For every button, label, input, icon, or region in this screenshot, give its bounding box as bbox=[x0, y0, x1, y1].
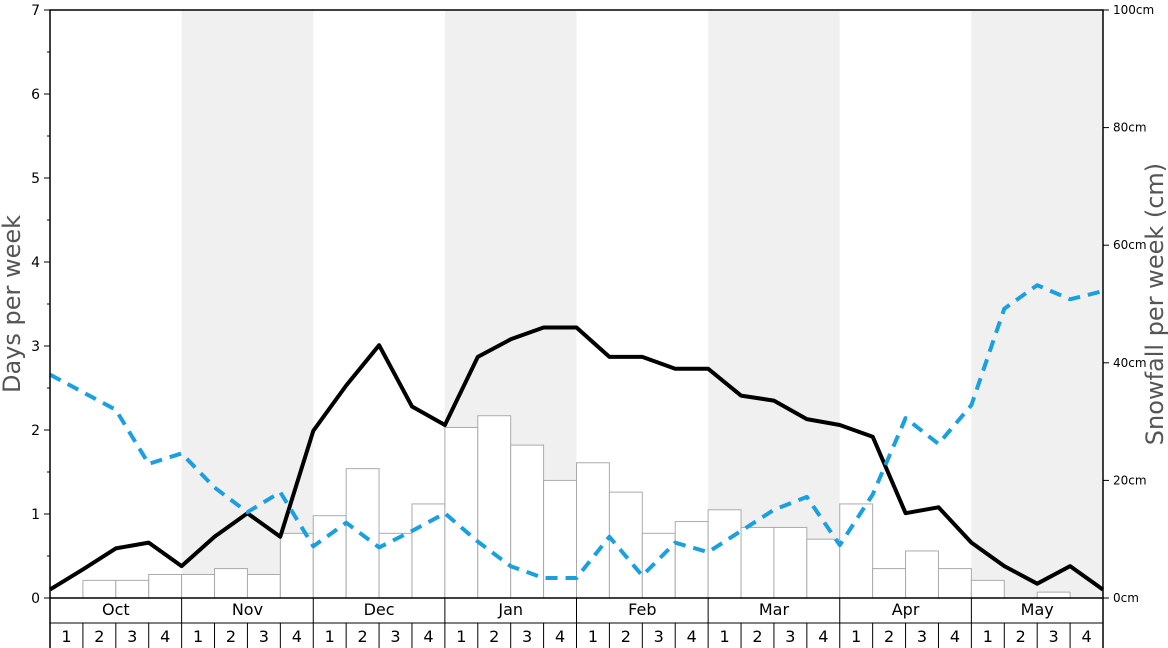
week-label: 1 bbox=[851, 627, 861, 646]
left-tick-label: 0 bbox=[31, 591, 40, 607]
month-shading bbox=[181, 10, 1103, 598]
left-axis-label: Days per week bbox=[0, 215, 26, 393]
snow-day-bar bbox=[740, 526, 775, 599]
week-row: 1 2 3 4 1 2 3 4 1 2 3 4 1 2 3 4 1 2 3 4 1 2 3 4 1 2 3 4 1 2 3 4 bbox=[49, 623, 1104, 648]
week-label: 4 bbox=[423, 627, 433, 646]
week-label: 2 bbox=[621, 627, 631, 646]
month-label: Oct bbox=[102, 600, 130, 619]
snow-day-bar bbox=[246, 573, 281, 599]
month-row: Oct Nov Dec Jan Feb Mar Apr May bbox=[49, 598, 1104, 624]
week-label: 2 bbox=[94, 627, 104, 646]
week-label: 3 bbox=[390, 627, 400, 646]
week-label: 1 bbox=[456, 627, 466, 646]
snow-day-bar bbox=[970, 579, 1005, 599]
snow-day-bar bbox=[937, 568, 972, 599]
month-label: May bbox=[1021, 600, 1054, 619]
week-label: 3 bbox=[917, 627, 927, 646]
snow-day-bar bbox=[543, 479, 577, 599]
week-label: 2 bbox=[226, 627, 236, 646]
week-label: 3 bbox=[785, 627, 795, 646]
week-label: 2 bbox=[1016, 627, 1026, 646]
left-tick-label: 2 bbox=[31, 423, 40, 439]
dashed-series-line bbox=[49, 283, 1104, 580]
week-label: 4 bbox=[818, 627, 828, 646]
right-axis-label: Snowfall per week (cm) bbox=[1141, 163, 1168, 445]
month-shade-nov bbox=[181, 10, 314, 598]
snow-day-bar bbox=[674, 521, 709, 599]
week-label: 4 bbox=[555, 627, 565, 646]
month-shade-may bbox=[971, 10, 1103, 598]
snow-day-bar bbox=[806, 538, 841, 599]
left-axis-ticks: 0 1 2 3 4 5 6 7 bbox=[31, 3, 50, 607]
month-label: Jan bbox=[497, 600, 523, 619]
snow-day-bar bbox=[477, 415, 512, 599]
week-label: 2 bbox=[489, 627, 499, 646]
week-label: 2 bbox=[752, 627, 762, 646]
left-tick-label: 5 bbox=[31, 171, 40, 187]
month-label: Dec bbox=[364, 600, 395, 619]
week-label: 4 bbox=[1081, 627, 1091, 646]
snow-day-bar bbox=[444, 426, 479, 599]
right-tick-label: 100cm bbox=[1113, 3, 1154, 17]
week-label: 3 bbox=[1049, 627, 1059, 646]
right-tick-label: 60cm bbox=[1113, 238, 1147, 252]
month-shade-mar bbox=[708, 10, 840, 598]
right-axis-ticks: 0cm 20cm 40cm 60cm 80cm 100cm bbox=[1103, 3, 1154, 605]
snow-day-bar bbox=[608, 491, 643, 599]
snow-day-bar bbox=[905, 550, 939, 599]
solid-series-line bbox=[48, 325, 1105, 592]
snow-day-bar bbox=[279, 532, 314, 599]
snow-day-bar bbox=[576, 462, 610, 599]
right-tick-label: 0cm bbox=[1113, 591, 1139, 605]
week-label: 1 bbox=[588, 627, 598, 646]
week-label: 3 bbox=[654, 627, 664, 646]
week-label: 2 bbox=[358, 627, 368, 646]
snow-day-bar bbox=[1036, 591, 1071, 599]
week-label: 4 bbox=[160, 627, 170, 646]
snow-day-bar bbox=[707, 509, 742, 599]
right-tick-label: 40cm bbox=[1113, 356, 1147, 370]
right-tick-label: 20cm bbox=[1113, 473, 1147, 487]
right-tick-label: 80cm bbox=[1113, 121, 1147, 135]
snow-day-bar bbox=[148, 573, 183, 599]
week-label: 1 bbox=[325, 627, 335, 646]
snow-day-bar bbox=[115, 579, 150, 599]
left-tick-label: 4 bbox=[31, 255, 40, 271]
week-label: 4 bbox=[292, 627, 302, 646]
snow-day-bar bbox=[872, 568, 907, 599]
month-label: Nov bbox=[232, 600, 263, 619]
snow-day-bar bbox=[181, 573, 216, 599]
month-label: Mar bbox=[759, 600, 790, 619]
week-label: 1 bbox=[61, 627, 71, 646]
snow-day-bar bbox=[411, 503, 446, 599]
week-label: 2 bbox=[884, 627, 894, 646]
week-label: 3 bbox=[127, 627, 137, 646]
snow-day-bar bbox=[839, 503, 874, 599]
snow-day-bar bbox=[510, 444, 545, 599]
month-label: Feb bbox=[628, 600, 656, 619]
snow-days-bars bbox=[82, 415, 1071, 599]
snow-day-bar bbox=[773, 526, 808, 599]
week-label: 1 bbox=[719, 627, 729, 646]
left-tick-label: 7 bbox=[31, 3, 40, 19]
week-label: 3 bbox=[522, 627, 532, 646]
week-label: 1 bbox=[193, 627, 203, 646]
week-label: 1 bbox=[983, 627, 993, 646]
snow-day-bar bbox=[312, 515, 347, 599]
week-label: 3 bbox=[259, 627, 269, 646]
week-label: 4 bbox=[687, 627, 697, 646]
snow-day-bar bbox=[214, 568, 248, 599]
month-label: Apr bbox=[892, 600, 920, 619]
snow-day-bar bbox=[82, 579, 117, 599]
week-label: 4 bbox=[950, 627, 960, 646]
left-tick-label: 6 bbox=[31, 87, 40, 103]
snow-day-bar bbox=[641, 532, 676, 599]
left-tick-label: 1 bbox=[31, 507, 40, 523]
chart-lines bbox=[48, 283, 1105, 592]
left-tick-label: 3 bbox=[31, 339, 40, 355]
